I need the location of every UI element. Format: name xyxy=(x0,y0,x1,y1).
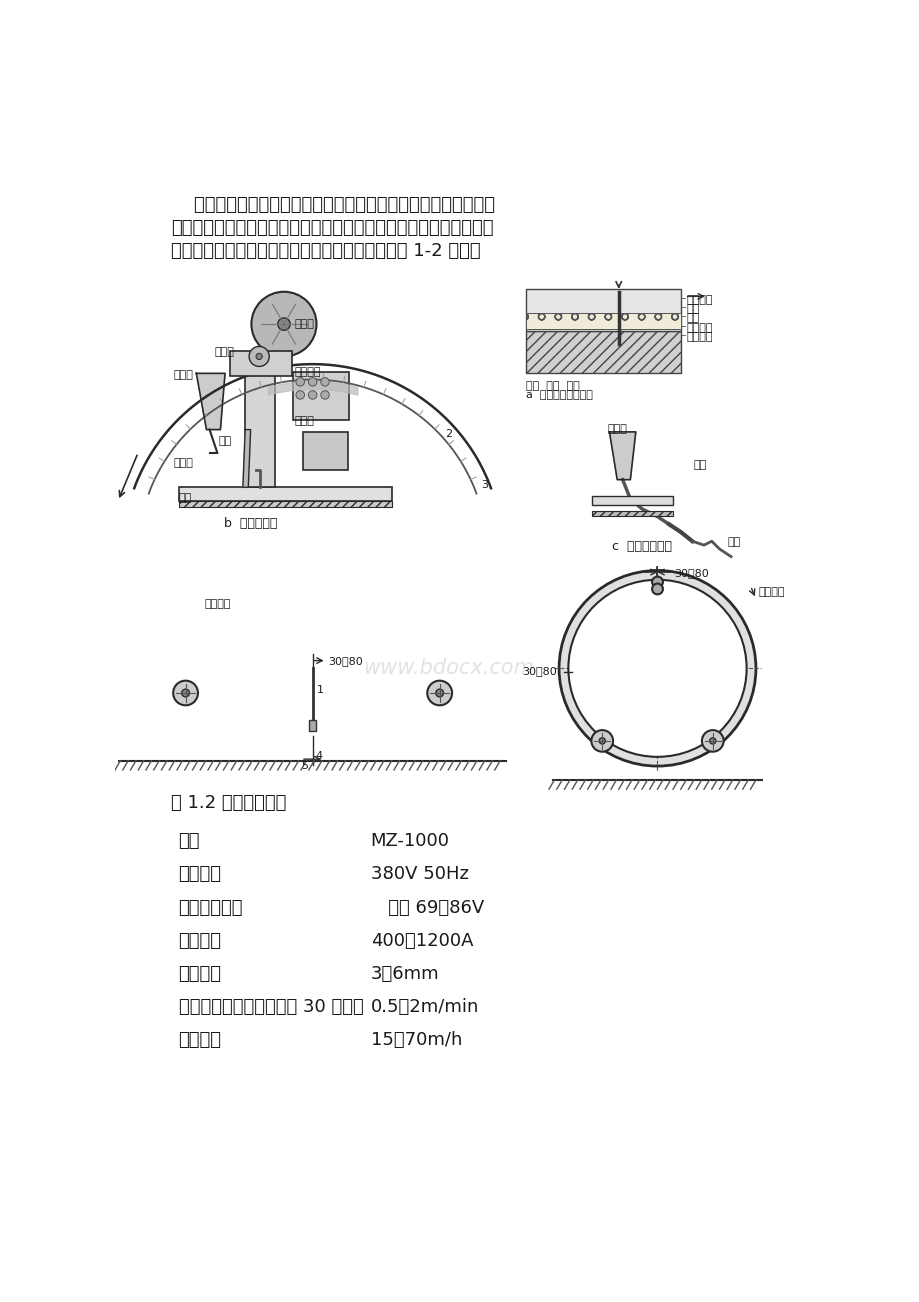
Text: 焊丝输送速度（电弧电压 30 伏时）: 焊丝输送速度（电弧电压 30 伏时） xyxy=(178,997,363,1016)
Polygon shape xyxy=(196,374,225,430)
Text: 埋弧焊是以连续送进的焊丝作为电极和填充金属。焊接时，在焊: 埋弧焊是以连续送进的焊丝作为电极和填充金属。焊接时，在焊 xyxy=(171,197,494,215)
Bar xyxy=(525,331,680,374)
Text: 焊剂盒: 焊剂盒 xyxy=(607,424,627,434)
Circle shape xyxy=(278,318,289,331)
Circle shape xyxy=(591,730,612,751)
Text: 液态熔渣: 液态熔渣 xyxy=(686,323,712,332)
Text: 手把: 手把 xyxy=(692,461,706,470)
Text: 焊剂盒: 焊剂盒 xyxy=(174,370,194,380)
Text: 0.5～2m/min: 0.5～2m/min xyxy=(370,997,479,1016)
Circle shape xyxy=(255,353,262,359)
Text: 30～80: 30～80 xyxy=(674,568,709,578)
Text: 焊丝直径: 焊丝直径 xyxy=(178,965,221,983)
Text: 工件: 工件 xyxy=(178,493,191,504)
Text: www.bdocx.com: www.bdocx.com xyxy=(362,659,533,678)
Circle shape xyxy=(559,570,755,766)
Text: 接区域的上面覆盖一层颗粒状焊剂，电弧在焊剂层下面燃烧，将焊丝: 接区域的上面覆盖一层颗粒状焊剂，电弧在焊剂层下面燃烧，将焊丝 xyxy=(171,219,493,237)
Bar xyxy=(525,312,680,329)
Text: 焊接速度: 焊接速度 xyxy=(178,1031,221,1049)
Text: b  自动埋弧焊: b 自动埋弧焊 xyxy=(223,517,277,530)
Circle shape xyxy=(296,378,304,387)
Text: 焊接方向: 焊接方向 xyxy=(686,294,712,305)
Text: 操作面板: 操作面板 xyxy=(294,367,321,378)
Text: c  半自动埋弧焊: c 半自动埋弧焊 xyxy=(611,540,671,553)
Text: 30～80: 30～80 xyxy=(521,667,556,676)
Text: a  埋弧焊过程示意图: a 埋弧焊过程示意图 xyxy=(525,391,592,400)
Circle shape xyxy=(296,391,304,400)
Text: 旋转方向: 旋转方向 xyxy=(204,599,231,609)
Bar xyxy=(309,720,316,732)
Polygon shape xyxy=(243,430,250,487)
Text: 电弧: 电弧 xyxy=(686,314,699,323)
Circle shape xyxy=(709,738,715,743)
Text: 3～6mm: 3～6mm xyxy=(370,965,439,983)
Bar xyxy=(293,372,348,419)
Text: 焊丝盘: 焊丝盘 xyxy=(294,319,314,329)
Circle shape xyxy=(251,292,316,357)
Text: 工件  熔池  焊缝: 工件 熔池 焊缝 xyxy=(525,381,579,391)
Polygon shape xyxy=(608,432,635,479)
Text: 图 1.2 埋弧焊示意图: 图 1.2 埋弧焊示意图 xyxy=(171,794,286,812)
Text: 15～70m/h: 15～70m/h xyxy=(370,1031,461,1049)
Bar xyxy=(525,289,680,331)
Circle shape xyxy=(181,689,189,697)
Circle shape xyxy=(426,681,451,706)
Bar xyxy=(591,512,673,516)
Circle shape xyxy=(249,346,269,366)
Text: 控制箱: 控制箱 xyxy=(294,417,314,427)
Text: 焊丝: 焊丝 xyxy=(686,305,699,314)
Text: 型号: 型号 xyxy=(178,832,199,850)
Circle shape xyxy=(173,681,198,706)
Text: 焊剂: 焊剂 xyxy=(219,436,232,445)
Text: 5: 5 xyxy=(301,762,308,772)
Circle shape xyxy=(308,391,316,400)
Circle shape xyxy=(701,730,723,751)
Text: 焊接电流: 焊接电流 xyxy=(178,932,221,949)
Circle shape xyxy=(598,738,605,743)
Text: 端部和局部母材熔化形成焊缝。埋弧焊机结构如图 1-2 所示。: 端部和局部母材熔化形成焊缝。埋弧焊机结构如图 1-2 所示。 xyxy=(171,242,480,260)
Text: MZ-1000: MZ-1000 xyxy=(370,832,449,850)
Circle shape xyxy=(321,378,329,387)
Circle shape xyxy=(321,391,329,400)
Text: 3: 3 xyxy=(481,480,488,490)
Text: 焊剂盒: 焊剂盒 xyxy=(174,458,194,469)
Circle shape xyxy=(568,579,746,756)
Text: 次级受载电压: 次级受载电压 xyxy=(178,898,243,917)
Bar xyxy=(303,432,348,470)
Text: 380V 50Hz: 380V 50Hz xyxy=(370,866,468,884)
Bar xyxy=(178,501,391,508)
Bar xyxy=(245,372,275,487)
Text: 400～1200A: 400～1200A xyxy=(370,932,472,949)
Text: 电缆: 电缆 xyxy=(726,538,740,547)
Text: 2: 2 xyxy=(445,428,452,439)
Text: 电源电压: 电源电压 xyxy=(178,866,221,884)
Circle shape xyxy=(652,577,663,587)
Text: 30～80: 30～80 xyxy=(328,656,362,665)
Text: 初级 69～86V: 初级 69～86V xyxy=(370,898,483,917)
Text: 1: 1 xyxy=(316,685,323,695)
Bar xyxy=(178,487,391,501)
Text: 固态熔渣: 固态熔渣 xyxy=(686,332,712,342)
Bar xyxy=(230,352,291,376)
Circle shape xyxy=(308,378,316,387)
Circle shape xyxy=(436,689,443,697)
Bar xyxy=(591,496,673,505)
Text: 4: 4 xyxy=(314,751,322,762)
Text: 送丝轮: 送丝轮 xyxy=(214,348,233,357)
Circle shape xyxy=(652,583,663,595)
Text: 旋转方向: 旋转方向 xyxy=(757,587,784,598)
